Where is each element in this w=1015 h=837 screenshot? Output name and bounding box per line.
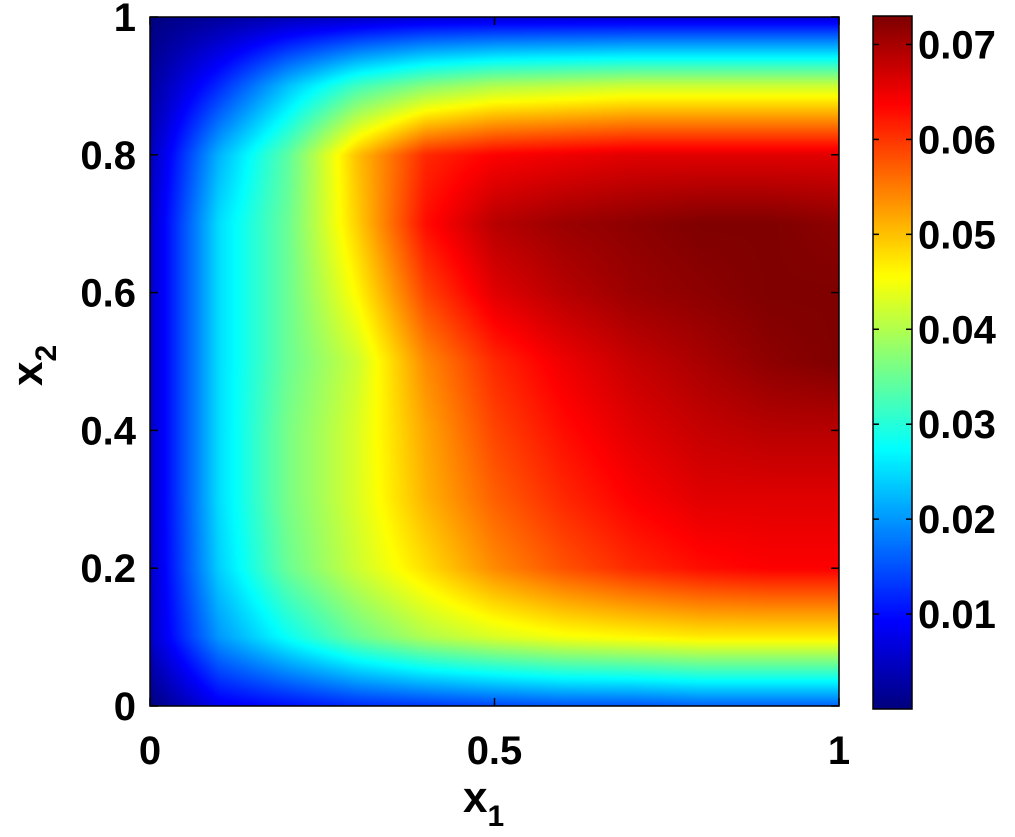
y-tick-label: 0.4 bbox=[80, 409, 136, 453]
plot-area bbox=[149, 16, 840, 707]
y-axis-label-sub: 2 bbox=[30, 345, 63, 362]
y-tick-label: 0.2 bbox=[80, 547, 136, 591]
colorbar-frame bbox=[872, 15, 913, 710]
y-axis-label: x2 bbox=[3, 345, 63, 386]
colorbar-tick-label: 0.02 bbox=[918, 498, 996, 542]
colorbar-tick-label: 0.03 bbox=[918, 403, 996, 447]
colorbar-tick-label: 0.01 bbox=[918, 593, 996, 637]
y-axis: 0 0.2 0.4 0.6 0.8 1 bbox=[80, 0, 839, 729]
x-tick-label: 1 bbox=[828, 729, 850, 773]
colorbar-tick-label: 0.04 bbox=[918, 308, 997, 352]
x-tick-label: 0 bbox=[139, 729, 161, 773]
colorbar-tick-label: 0.06 bbox=[918, 118, 996, 162]
colorbar-gradient bbox=[873, 16, 912, 709]
x-axis-label-base: x bbox=[463, 773, 488, 822]
x-axis: 0 0.5 1 bbox=[139, 17, 850, 773]
x-axis-label-sub: 1 bbox=[487, 800, 504, 833]
x-tick-label: 0.5 bbox=[467, 729, 523, 773]
y-tick-label: 1 bbox=[114, 0, 136, 40]
colorbar: 0.01 0.02 0.03 0.04 0.05 0.06 0.07 bbox=[872, 15, 997, 710]
colorbar-ticks: 0.01 0.02 0.03 0.04 0.05 0.06 0.07 bbox=[873, 23, 997, 637]
x-axis-label: x1 bbox=[463, 773, 504, 833]
colorbar-tick-label: 0.05 bbox=[918, 213, 996, 257]
y-tick-label: 0 bbox=[114, 685, 136, 729]
y-tick-label: 0.8 bbox=[80, 134, 136, 178]
y-tick-label: 0.6 bbox=[80, 272, 136, 316]
colorbar-tick-label: 0.07 bbox=[918, 23, 996, 67]
heatmap-image bbox=[150, 17, 839, 706]
y-axis-label-base: x bbox=[3, 361, 52, 386]
